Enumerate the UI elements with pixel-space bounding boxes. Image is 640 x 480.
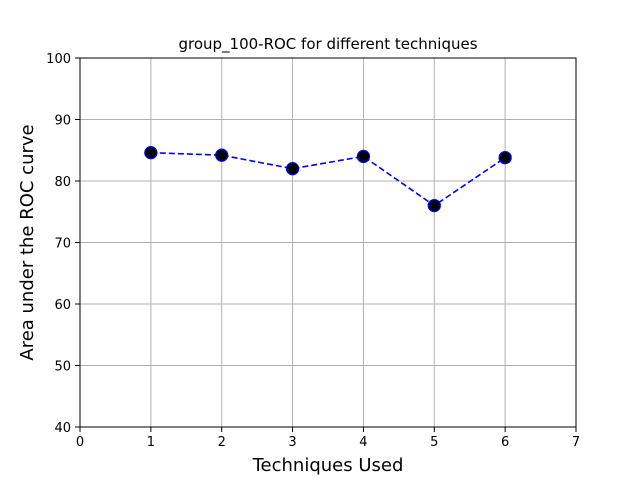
y-tick-label: 50 bbox=[54, 360, 71, 375]
data-point bbox=[144, 146, 158, 160]
y-tick-label: 70 bbox=[54, 237, 71, 252]
x-tick-label: 4 bbox=[359, 435, 367, 450]
x-tick-label: 1 bbox=[147, 435, 155, 450]
x-tick-label: 6 bbox=[501, 435, 509, 450]
data-point bbox=[285, 162, 300, 176]
series-line bbox=[150, 151, 506, 207]
data-point bbox=[427, 198, 441, 213]
y-tick-label: 80 bbox=[54, 175, 71, 190]
ticks: 0 1 2 3 4 5 6 7 40 50 60 70 80 90 100 bbox=[46, 52, 580, 450]
y-axis-label: Area under the ROC curve bbox=[17, 124, 38, 360]
x-tick-label: 3 bbox=[288, 435, 296, 450]
x-tick-label: 5 bbox=[430, 435, 438, 450]
data-point bbox=[215, 148, 229, 162]
series-layer bbox=[144, 146, 512, 213]
chart-title: group_100-ROC for different techniques bbox=[178, 35, 477, 54]
x-axis-label: Techniques Used bbox=[252, 455, 404, 476]
grid bbox=[79, 57, 577, 428]
y-tick-label: 100 bbox=[46, 52, 71, 67]
y-tick-label: 40 bbox=[54, 421, 71, 436]
data-point bbox=[498, 150, 512, 165]
y-tick-label: 60 bbox=[54, 298, 71, 313]
x-tick-label: 0 bbox=[76, 435, 84, 450]
x-tick-label: 7 bbox=[572, 435, 580, 450]
x-tick-label: 2 bbox=[218, 435, 226, 450]
data-point bbox=[356, 149, 371, 164]
y-tick-label: 90 bbox=[54, 114, 71, 129]
